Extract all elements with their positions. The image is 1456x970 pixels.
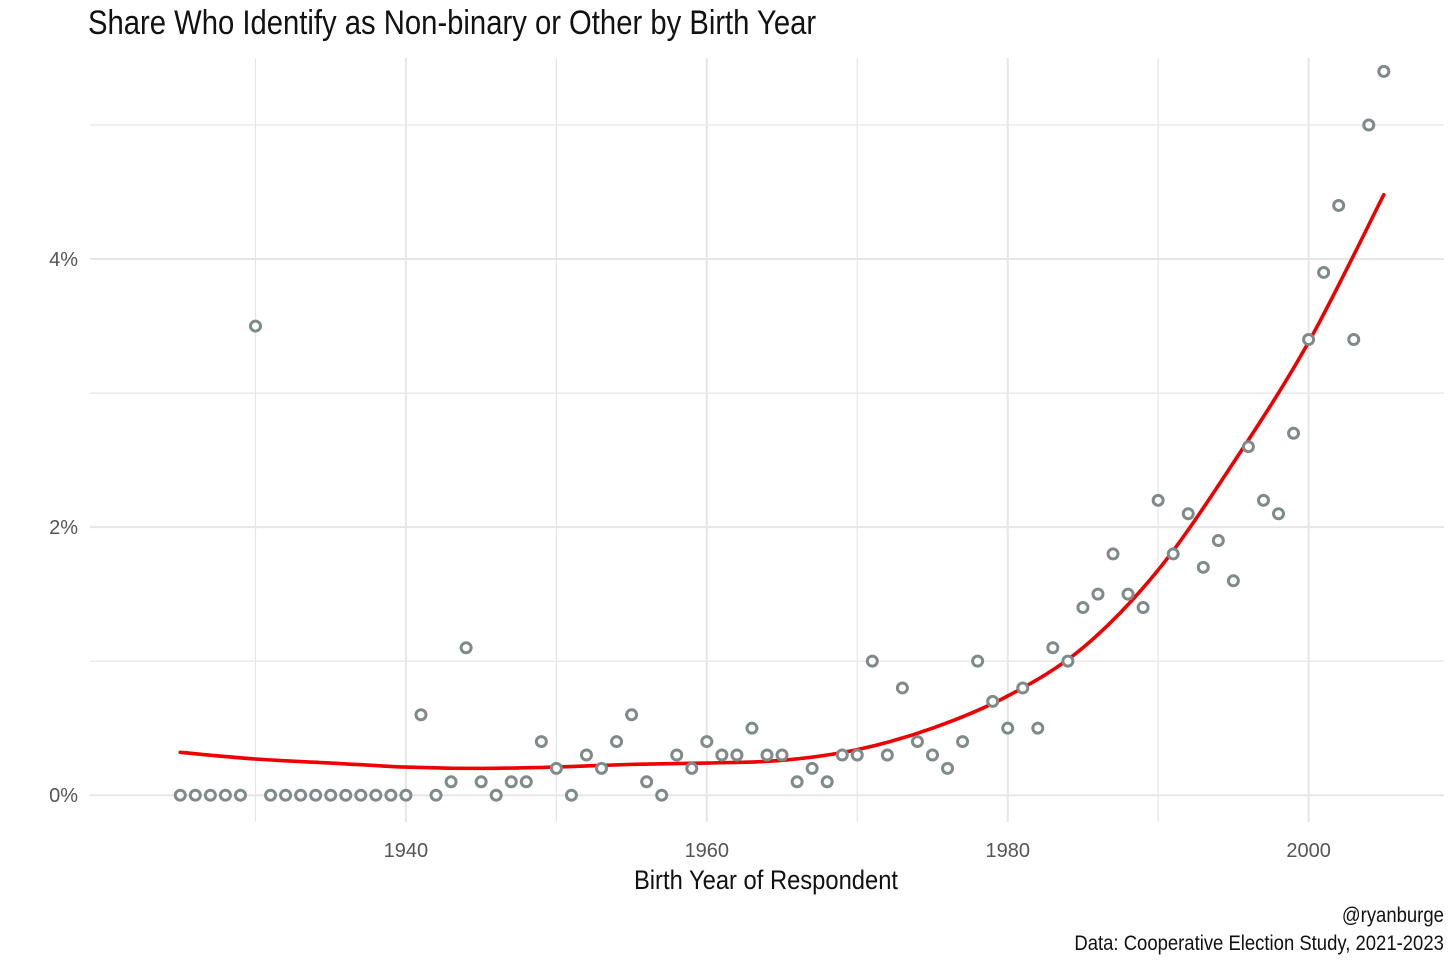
data-point — [1016, 681, 1030, 695]
data-point — [775, 748, 789, 762]
data-point — [1106, 547, 1120, 561]
data-point — [1256, 493, 1270, 507]
x-axis-tick-labels: 1940 1960 1980 2000 — [384, 840, 1331, 862]
data-point — [1151, 493, 1165, 507]
data-point — [369, 788, 383, 802]
data-point — [1181, 507, 1195, 521]
data-point — [820, 775, 834, 789]
data-point — [956, 735, 970, 749]
data-point — [218, 788, 232, 802]
x-tick-label: 1980 — [985, 840, 1030, 862]
data-point — [444, 775, 458, 789]
data-point — [986, 694, 1000, 708]
data-point — [670, 748, 684, 762]
data-point — [264, 788, 278, 802]
data-point — [730, 748, 744, 762]
data-point — [910, 735, 924, 749]
data-point — [925, 748, 939, 762]
data-point — [279, 788, 293, 802]
data-point — [655, 788, 669, 802]
data-point — [1031, 721, 1045, 735]
data-point — [760, 748, 774, 762]
data-point — [504, 775, 518, 789]
data-point — [685, 761, 699, 775]
data-point — [745, 721, 759, 735]
data-point — [233, 788, 247, 802]
data-points — [173, 64, 1391, 802]
data-point — [895, 681, 909, 695]
data-point — [474, 775, 488, 789]
data-point — [1046, 641, 1060, 655]
data-point — [399, 788, 413, 802]
grid — [90, 58, 1444, 822]
data-point — [579, 748, 593, 762]
data-point — [203, 788, 217, 802]
data-point — [700, 735, 714, 749]
data-point — [354, 788, 368, 802]
data-point — [1332, 198, 1346, 212]
data-point — [1362, 118, 1376, 132]
data-point — [1166, 547, 1180, 561]
data-point — [1211, 534, 1225, 548]
data-point — [610, 735, 624, 749]
data-point — [1001, 721, 1015, 735]
data-point — [429, 788, 443, 802]
data-point — [835, 748, 849, 762]
data-point — [459, 641, 473, 655]
data-point — [248, 319, 262, 333]
data-point — [1196, 560, 1210, 574]
data-point — [173, 788, 187, 802]
data-point — [1377, 64, 1391, 78]
caption-source: Data: Cooperative Election Study, 2021-2… — [1074, 932, 1444, 955]
data-point — [971, 654, 985, 668]
data-point — [625, 708, 639, 722]
data-point — [1061, 654, 1075, 668]
data-point — [1347, 332, 1361, 346]
data-point — [1241, 440, 1255, 454]
data-point — [1226, 574, 1240, 588]
data-point — [384, 788, 398, 802]
chart-title: Share Who Identify as Non-binary or Othe… — [88, 4, 817, 42]
data-point — [595, 761, 609, 775]
data-point — [880, 748, 894, 762]
data-point — [640, 775, 654, 789]
x-tick-label: 1940 — [384, 840, 429, 862]
data-point — [564, 788, 578, 802]
data-point — [790, 775, 804, 789]
data-point — [534, 735, 548, 749]
data-point — [1287, 426, 1301, 440]
trend-line — [178, 192, 1386, 771]
data-point — [1121, 587, 1135, 601]
data-point — [1091, 587, 1105, 601]
data-point — [339, 788, 353, 802]
y-tick-label: 2% — [49, 517, 78, 539]
data-point — [850, 748, 864, 762]
data-point — [715, 748, 729, 762]
data-point — [805, 761, 819, 775]
data-point — [941, 761, 955, 775]
data-point — [1076, 601, 1090, 615]
y-tick-label: 0% — [49, 785, 78, 807]
data-point — [519, 775, 533, 789]
x-tick-label: 2000 — [1286, 840, 1331, 862]
data-point — [489, 788, 503, 802]
data-point — [1302, 332, 1316, 346]
y-tick-label: 4% — [49, 249, 78, 271]
data-point — [188, 788, 202, 802]
data-point — [294, 788, 308, 802]
data-point — [414, 708, 428, 722]
data-point — [309, 788, 323, 802]
data-point — [324, 788, 338, 802]
data-point — [1136, 601, 1150, 615]
x-axis-title: Birth Year of Respondent — [634, 866, 898, 896]
data-point — [549, 761, 563, 775]
y-axis-tick-labels: 0% 2% 4% — [49, 249, 78, 807]
x-tick-label: 1960 — [685, 840, 730, 862]
caption-handle: @ryanburge — [1342, 904, 1444, 927]
data-point — [1317, 265, 1331, 279]
data-point — [865, 654, 879, 668]
data-point — [1272, 507, 1286, 521]
